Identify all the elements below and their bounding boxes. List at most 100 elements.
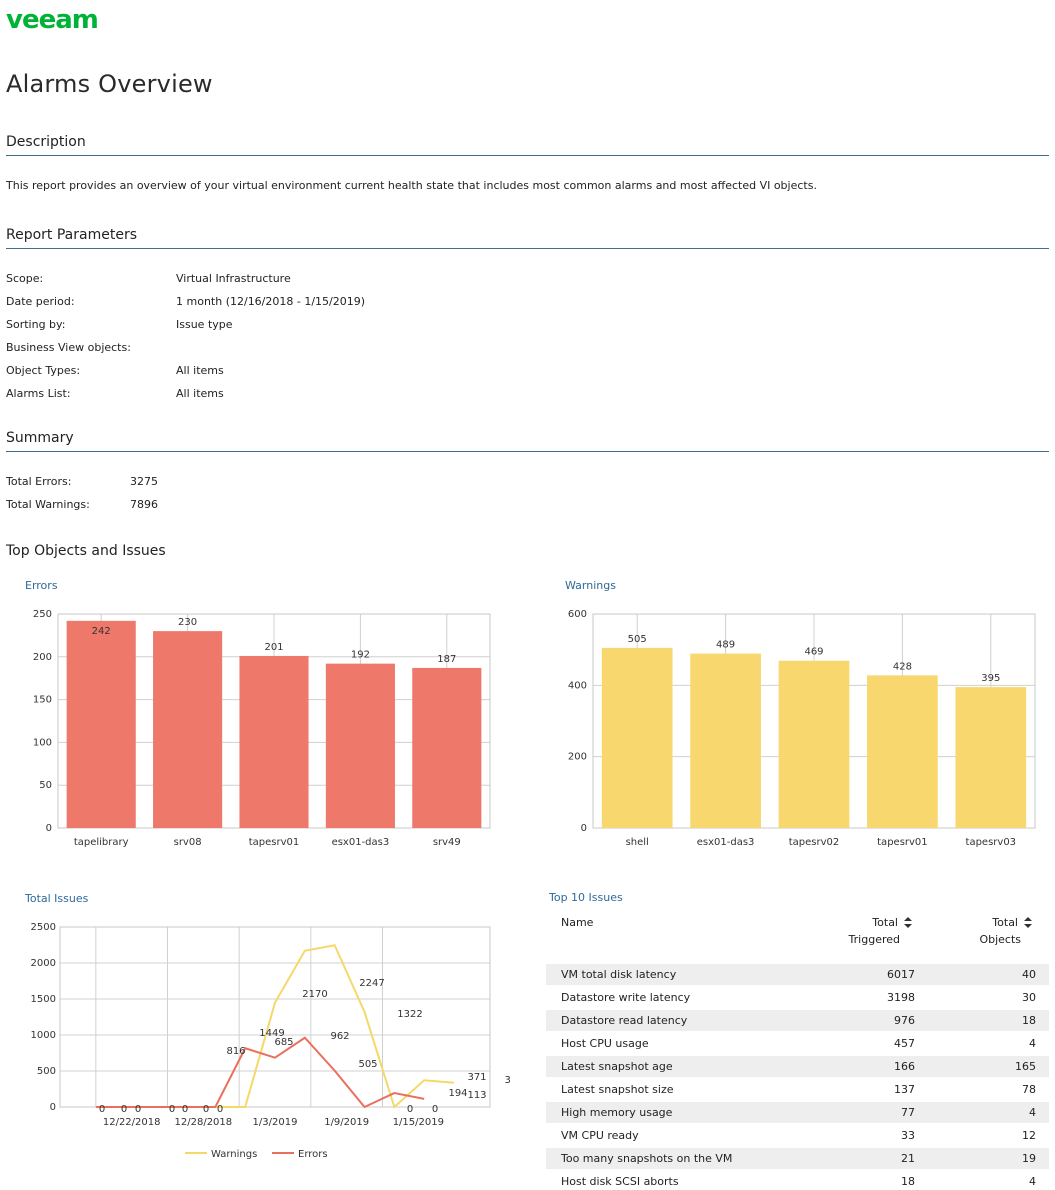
warnings-chart-data-label: 428: [893, 661, 912, 672]
report-parameters-heading: Report Parameters: [6, 227, 137, 243]
issue-total-triggered: 3198: [887, 991, 915, 1004]
summary-heading: Summary: [6, 430, 74, 446]
errors-chart-y-tick-label: 100: [33, 737, 52, 748]
errors-chart-y-tick-label: 0: [46, 823, 52, 834]
issue-total-objects: 78: [1022, 1083, 1036, 1096]
total-issues-line-chart: 0 500 1000 1500 2000 2500 12/22/2018 12/28/2018…: [31, 922, 510, 1160]
warnings-chart-y-tick-label: 400: [568, 680, 587, 691]
summary-divider: [6, 451, 1049, 452]
column-header-triggered-line1: Total: [872, 916, 898, 929]
total-issues-chart-title: Total Issues: [25, 892, 89, 905]
errors-chart-y-tick-label: 250: [33, 609, 52, 620]
table-row: High memory usage 77 4: [546, 1102, 1049, 1123]
warnings-chart-data-label: 469: [804, 647, 823, 658]
page-title: Alarms Overview: [6, 70, 213, 98]
column-header-name-label: Name: [561, 916, 594, 929]
param-label-date-period: Date period:: [6, 295, 75, 308]
errors-chart-x-tick-label: esx01-das3: [332, 837, 390, 848]
param-label-scope: Scope:: [6, 272, 44, 285]
table-row: Host CPU usage 457 4: [546, 1033, 1049, 1054]
warnings-chart-x-tick-label: tapesrv02: [789, 837, 840, 848]
issue-total-objects: 4: [1029, 1106, 1036, 1119]
errors-chart-x-tick-label: tapesrv01: [249, 837, 300, 848]
errors-chart-data-label: 187: [437, 654, 456, 665]
issue-name: Datastore read latency: [561, 1014, 688, 1027]
warnings-chart-y-tick-label: 0: [581, 823, 587, 834]
param-label-business-view: Business View objects:: [6, 341, 131, 354]
errors-chart-bar: [239, 655, 309, 828]
issue-name: Host disk SCSI aborts: [561, 1175, 679, 1188]
issue-name: Too many snapshots on the VM: [561, 1152, 733, 1165]
issues-chart-data-label: 1322: [397, 1009, 422, 1020]
issue-name: VM total disk latency: [561, 968, 677, 981]
issue-total-triggered: 77: [901, 1106, 915, 1119]
issue-total-objects: 18: [1022, 1014, 1036, 1027]
issue-total-triggered: 457: [894, 1037, 915, 1050]
top-objects-heading: Top Objects and Issues: [6, 543, 166, 559]
issues-chart-y-tick-label: 1000: [31, 1030, 56, 1041]
warnings-chart-bar: [690, 653, 761, 828]
param-value-date-period: 1 month (12/16/2018 - 1/15/2019): [176, 295, 366, 308]
column-header-objects-line2: Objects: [979, 933, 1021, 946]
issue-total-objects: 40: [1022, 968, 1036, 981]
table-row: Datastore write latency 3198 30: [546, 987, 1049, 1008]
issue-total-triggered: 166: [894, 1060, 915, 1073]
warnings-chart-x-tick-label: esx01-das3: [697, 837, 755, 848]
issues-chart-data-label: 0: [121, 1104, 127, 1115]
param-value-object-types: All items: [176, 364, 224, 377]
issues-chart-y-tick-label: 500: [37, 1066, 56, 1077]
errors-chart-bar: [412, 667, 482, 828]
description-heading: Description: [6, 134, 86, 150]
summary-value-errors: 3275: [130, 475, 158, 488]
issue-name: VM CPU ready: [561, 1129, 639, 1142]
issue-total-triggered: 18: [901, 1175, 915, 1188]
issues-chart-data-label: 2247: [359, 978, 384, 989]
issue-total-triggered: 6017: [887, 968, 915, 981]
veeam-logo: veeam: [6, 6, 99, 32]
warnings-chart-y-tick-label: 600: [568, 609, 587, 620]
issue-total-objects: 165: [1015, 1060, 1036, 1073]
summary-value-warnings: 7896: [130, 498, 158, 511]
errors-bar-chart: 0 50 100 150 200 250 242 tapelibrary 230 srv08 201…: [33, 609, 491, 848]
issues-chart-x-tick-label: 12/28/2018: [175, 1117, 233, 1128]
issues-chart-data-label: 505: [358, 1059, 377, 1070]
errors-chart-bar: [66, 620, 136, 828]
column-header-total-objects[interactable]: Total Objects: [950, 916, 1032, 946]
top-issues-title: Top 10 Issues: [549, 891, 623, 904]
sort-icon: [1024, 917, 1032, 928]
param-label-sorting: Sorting by:: [6, 318, 66, 331]
issues-chart-data-label: 1449: [259, 1028, 284, 1039]
errors-chart-data-label: 230: [178, 617, 197, 628]
issue-total-objects: 30: [1022, 991, 1036, 1004]
issues-chart-y-tick-label: 0: [50, 1102, 56, 1113]
table-row: Latest snapshot size 137 78: [546, 1079, 1049, 1100]
table-row: Latest snapshot age 166 165: [546, 1056, 1049, 1077]
issues-chart-data-label: 685: [274, 1037, 293, 1048]
issue-total-objects: 4: [1029, 1175, 1036, 1188]
issue-name: Datastore write latency: [561, 991, 691, 1004]
warnings-chart-bar: [778, 660, 850, 828]
errors-chart-data-label: 201: [264, 642, 283, 653]
param-value-scope: Virtual Infrastructure: [176, 272, 291, 285]
column-header-name[interactable]: Name: [561, 916, 593, 929]
issues-chart-series-line: [96, 944, 455, 1109]
description-divider: [6, 155, 1049, 156]
errors-chart-bar: [153, 631, 223, 828]
issue-total-triggered: 976: [894, 1014, 915, 1027]
issues-chart-legend-label: Warnings: [211, 1149, 257, 1160]
param-value-alarms-list: All items: [176, 387, 224, 400]
issues-chart-series-line: [96, 1036, 425, 1109]
issues-chart-data-label: 0: [99, 1104, 105, 1115]
issue-total-triggered: 33: [901, 1129, 915, 1142]
warnings-chart-bar: [601, 647, 673, 828]
issue-total-objects: 19: [1022, 1152, 1036, 1165]
errors-chart-bar: [325, 663, 395, 828]
summary-label-errors: Total Errors:: [6, 475, 72, 488]
column-header-total-triggered[interactable]: Total Triggered: [820, 916, 912, 946]
param-value-sorting: Issue type: [176, 318, 233, 331]
issues-chart-y-tick-label: 2000: [31, 958, 56, 969]
errors-chart-data-label: 192: [351, 650, 370, 661]
issue-name: High memory usage: [561, 1106, 673, 1119]
table-row: VM total disk latency 6017 40: [546, 964, 1049, 985]
errors-chart-title: Errors: [25, 579, 58, 592]
